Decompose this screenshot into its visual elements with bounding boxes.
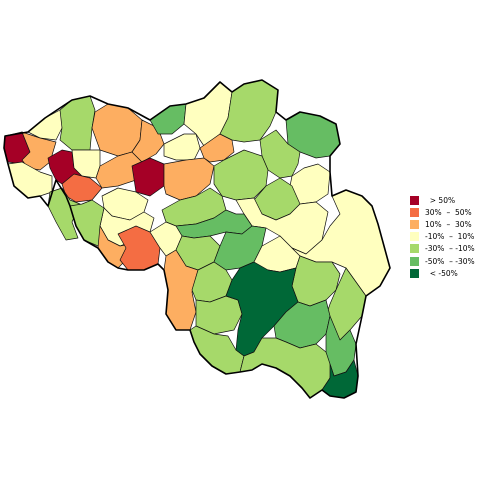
map-legend: > 50% 30% – 50% 10% – 30% -10% – 10% -30… [410,195,475,279]
legend-label: -50% – -30% [425,256,475,266]
legend-swatch [410,244,419,254]
legend-swatch [410,196,419,206]
legend-item: 10% – 30% [410,219,475,231]
legend-swatch [410,256,419,266]
region-antwerp-west [149,103,187,135]
legend-swatch [410,268,419,278]
legend-label: -30% – -10% [425,244,475,254]
region-gent [131,157,165,197]
region-namur [195,295,243,335]
legend-label: -10% – 10% [425,232,475,242]
legend-swatch [410,232,419,242]
legend-item: > 50% [410,195,475,207]
region-aalst [163,157,215,201]
region-ieper [7,161,53,199]
legend-item: -30% – -10% [410,243,475,255]
legend-label: < -50% [425,268,458,278]
legend-item: -50% – -30% [410,255,475,267]
legend-label: 10% – 30% [425,220,472,230]
country-outline [3,79,391,399]
region-oudenaarde [47,187,81,241]
region-veurne [21,131,57,171]
legend-item: < -50% [410,267,475,279]
legend-item: -10% – 10% [410,231,475,243]
region-wavre [213,225,267,271]
legend-swatch [410,208,419,218]
legend-swatch [410,220,419,230]
region-layer [3,79,391,399]
legend-item: 30% – 50% [410,207,475,219]
legend-label: > 50% [425,196,456,206]
legend-label: 30% – 50% [425,208,472,218]
region-sint-niklaas [163,133,201,161]
